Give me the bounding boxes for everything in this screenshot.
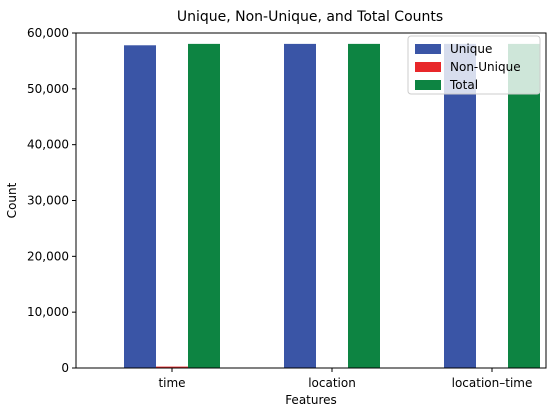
bar-unique-location: [284, 43, 316, 368]
chart-title: Unique, Non-Unique, and Total Counts: [177, 9, 443, 25]
legend-swatch: [415, 62, 441, 72]
legend-label: Non-Unique: [450, 60, 521, 74]
legend-swatch: [415, 80, 441, 90]
bars-group: [124, 43, 540, 369]
bar-total-time: [188, 43, 220, 368]
legend: Unique Non-Unique Total: [407, 35, 541, 95]
bar-unique-location-time: [444, 43, 476, 368]
legend-label: Unique: [450, 42, 492, 56]
legend-label: Total: [449, 78, 478, 92]
y-axis-title: Count: [5, 182, 19, 218]
y-tick-label: 50,000: [27, 82, 69, 96]
x-tick-label: location–time: [452, 376, 533, 390]
bar-total-location-time: [508, 43, 540, 368]
y-tick-label: 60,000: [27, 26, 69, 40]
x-tick-label: time: [158, 376, 185, 390]
x-tick-label: location: [308, 376, 356, 390]
y-tick-label: 10,000: [27, 305, 69, 319]
y-axis: 0 10,000 20,000 30,000 40,000 50,000 60,000: [27, 26, 76, 375]
y-tick-label: 0: [61, 361, 69, 375]
x-axis-title: Features: [285, 393, 337, 407]
bar-non-unique-time: [156, 366, 188, 368]
y-tick-label: 20,000: [27, 249, 69, 263]
x-axis: time location location–time: [158, 368, 532, 390]
y-tick-label: 40,000: [27, 138, 69, 152]
bar-total-location: [348, 43, 380, 368]
legend-swatch: [415, 44, 441, 54]
bar-unique-time: [124, 45, 156, 369]
y-tick-label: 30,000: [27, 194, 69, 208]
